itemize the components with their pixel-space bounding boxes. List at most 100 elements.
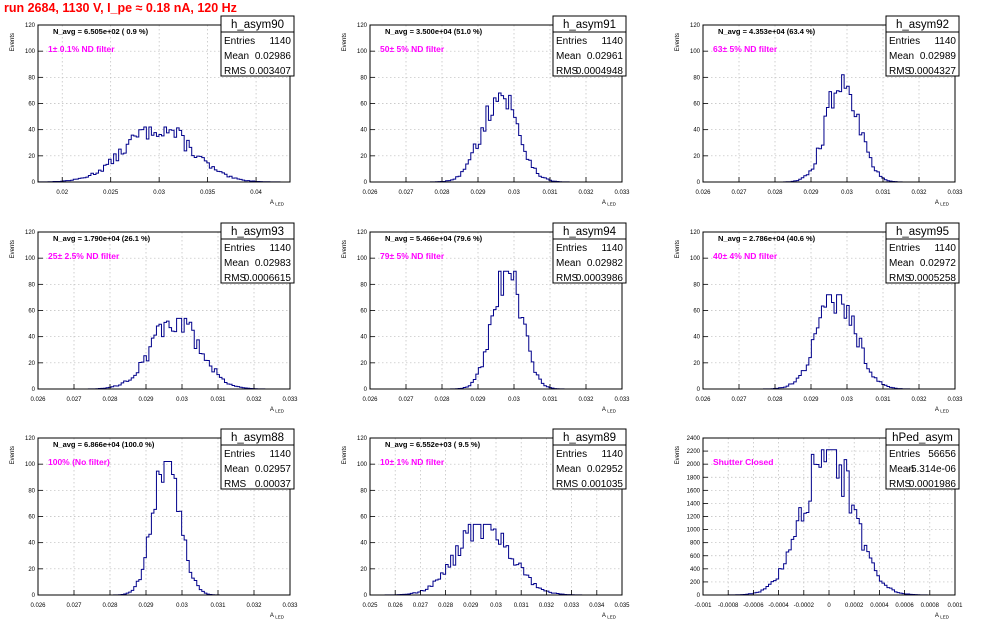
histogram-panel: 0.026 0.027 0.028 0.029 0.03 0.031 0.032 0.033 0… bbox=[342, 222, 630, 414]
n-avg-label: N_avg = 1.790e+04 (26.1 %) bbox=[53, 234, 151, 243]
stats-title: h_asym94 bbox=[563, 226, 617, 238]
y-tick-label: 0 bbox=[364, 593, 368, 599]
y-tick-label: 2000 bbox=[687, 462, 701, 468]
y-tick-label: 100 bbox=[690, 256, 701, 262]
stats-box bbox=[220, 15, 295, 77]
y-axis-label: Events bbox=[342, 33, 348, 51]
y-tick-label: 0 bbox=[32, 387, 36, 393]
y-tick-label: 100 bbox=[357, 49, 368, 55]
x-tick-label: 0.031 bbox=[875, 190, 891, 196]
y-tick-label: 20 bbox=[28, 361, 35, 367]
y-tick-label: 20 bbox=[360, 154, 367, 160]
y-tick-label: 60 bbox=[693, 102, 700, 108]
stats-box bbox=[552, 15, 627, 77]
stats-key: RMS bbox=[889, 66, 912, 77]
x-axis-label: A LED bbox=[270, 407, 285, 414]
y-tick-label: 0 bbox=[697, 593, 701, 599]
x-tick-label: -0.0002 bbox=[794, 603, 815, 609]
stats-key: Entries bbox=[889, 243, 920, 254]
y-tick-label: 120 bbox=[357, 230, 368, 236]
filter-label: 40± 4% ND filter bbox=[713, 251, 778, 261]
y-tick-label: 120 bbox=[25, 230, 36, 236]
stats-key: RMS bbox=[224, 273, 247, 284]
histogram-panel: 0.026 0.027 0.028 0.029 0.03 0.031 0.032 0.033 0… bbox=[675, 15, 963, 207]
x-tick-label: 0 bbox=[827, 603, 831, 609]
stats-title: h_asym91 bbox=[563, 19, 616, 31]
x-tick-label: 0.027 bbox=[66, 397, 82, 403]
y-tick-label: 1200 bbox=[687, 515, 701, 521]
y-tick-label: 120 bbox=[25, 23, 36, 29]
x-tick-label: 0.001 bbox=[947, 603, 963, 609]
y-axis-label: Events bbox=[10, 240, 16, 258]
stats-value: 1140 bbox=[601, 243, 623, 254]
stats-key: Entries bbox=[224, 243, 255, 254]
n-avg-label: N_avg = 4.353e+04 (63.4 %) bbox=[718, 27, 816, 36]
x-tick-label: 0.033 bbox=[947, 190, 963, 196]
stats-key: Mean bbox=[556, 51, 581, 62]
x-tick-label: 0.033 bbox=[282, 603, 298, 609]
stats-key: RMS bbox=[224, 479, 247, 490]
histogram-panel: 0.025 0.026 0.027 0.028 0.029 0.03 0.031 0.032 0… bbox=[342, 428, 630, 620]
x-tick-label: 0.028 bbox=[767, 397, 783, 403]
n-avg-label: N_avg = 3.500e+04 (51.0 %) bbox=[385, 27, 483, 36]
stats-box bbox=[220, 428, 295, 490]
stats-title: h_asym88 bbox=[231, 432, 284, 444]
stats-key: RMS bbox=[556, 273, 579, 284]
stats-key: RMS bbox=[224, 66, 247, 77]
y-axis-label: Events bbox=[342, 446, 348, 464]
x-tick-label: 0.027 bbox=[731, 397, 747, 403]
x-tick-label: 0.027 bbox=[66, 603, 82, 609]
histogram-line bbox=[37, 126, 291, 183]
stats-value: 1140 bbox=[601, 36, 623, 47]
stats-value: 0.02983 bbox=[255, 258, 292, 269]
x-tick-label: 0.025 bbox=[362, 603, 378, 609]
stats-value: 1140 bbox=[934, 243, 956, 254]
x-tick-label: 0.027 bbox=[731, 190, 747, 196]
stats-value: 0.0004327 bbox=[909, 66, 957, 77]
stats-value: 0.02952 bbox=[587, 464, 624, 475]
x-tick-label: -0.0006 bbox=[743, 603, 764, 609]
y-tick-label: 1400 bbox=[687, 501, 701, 507]
x-tick-label: 0.02 bbox=[56, 190, 68, 196]
x-tick-label: 0.033 bbox=[282, 397, 298, 403]
x-tick-label: 0.03 bbox=[841, 190, 853, 196]
x-tick-label: 0.028 bbox=[434, 397, 450, 403]
stats-title: h_asym95 bbox=[896, 226, 949, 238]
y-tick-label: 20 bbox=[693, 361, 700, 367]
stats-value: 0.001035 bbox=[581, 479, 623, 490]
stats-value: 0.0001986 bbox=[909, 479, 957, 490]
stats-title: h_asym93 bbox=[231, 226, 284, 238]
stats-key: Mean bbox=[889, 51, 914, 62]
x-tick-label: 0.035 bbox=[614, 603, 630, 609]
stats-value: 0.02982 bbox=[587, 258, 624, 269]
x-tick-label: 0.035 bbox=[200, 190, 216, 196]
y-tick-label: 60 bbox=[28, 102, 35, 108]
x-tick-label: 0.03 bbox=[490, 603, 502, 609]
stats-box bbox=[552, 428, 627, 490]
filter-label: Shutter Closed bbox=[713, 457, 773, 467]
x-tick-label: 0.0004 bbox=[870, 603, 889, 609]
y-tick-label: 100 bbox=[690, 49, 701, 55]
stats-key: Mean bbox=[889, 464, 914, 475]
n-avg-label: N_avg = 2.786e+04 (40.6 %) bbox=[718, 234, 816, 243]
stats-value: -5.314e-06 bbox=[908, 464, 957, 475]
y-tick-label: 40 bbox=[360, 541, 367, 547]
y-axis-label: Events bbox=[10, 33, 16, 51]
y-tick-label: 80 bbox=[693, 75, 700, 81]
x-tick-label: 0.028 bbox=[102, 397, 118, 403]
x-tick-label: 0.031 bbox=[210, 397, 226, 403]
stats-title: h_asym92 bbox=[896, 19, 949, 31]
histogram-line bbox=[38, 317, 291, 390]
x-tick-label: 0.032 bbox=[539, 603, 555, 609]
stats-key: RMS bbox=[556, 479, 579, 490]
y-tick-label: 100 bbox=[357, 462, 368, 468]
x-tick-label: 0.029 bbox=[803, 397, 819, 403]
y-axis-label: Events bbox=[675, 446, 681, 464]
x-tick-label: 0.026 bbox=[695, 397, 711, 403]
y-tick-label: 100 bbox=[25, 462, 36, 468]
x-axis-label: A LED bbox=[935, 407, 950, 414]
y-tick-label: 600 bbox=[690, 554, 701, 560]
x-axis-label: A LED bbox=[602, 613, 617, 620]
x-tick-label: 0.034 bbox=[589, 603, 605, 609]
